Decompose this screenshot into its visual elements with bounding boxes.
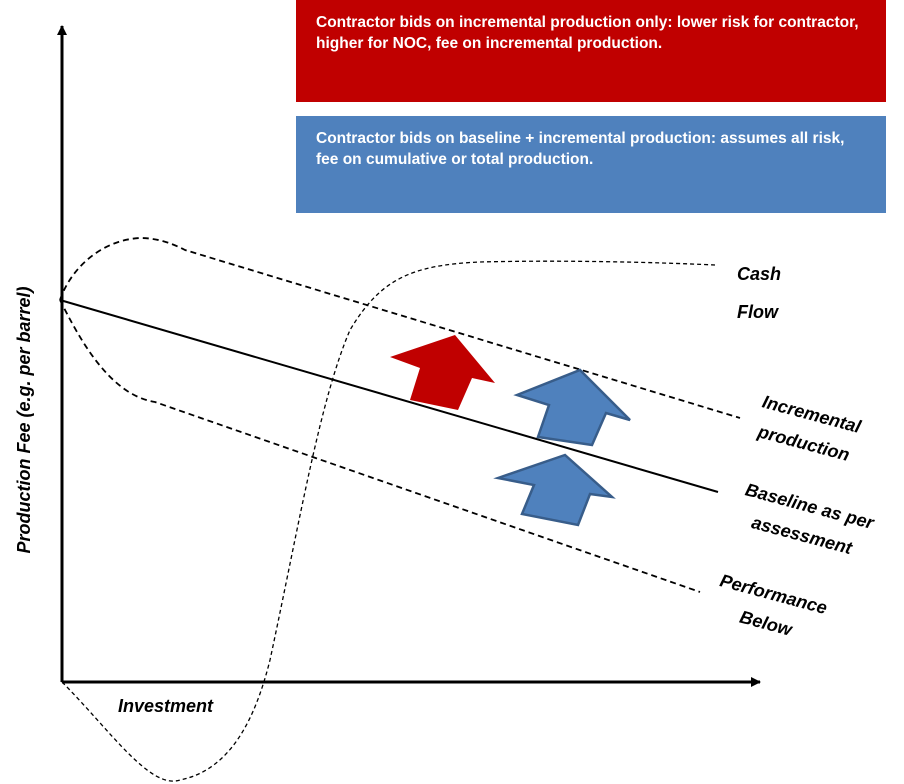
cash-flow-curve xyxy=(61,260,716,782)
blue-arrow xyxy=(493,453,616,527)
label-line: Below xyxy=(738,607,795,640)
red-box: Contractor bids on incremental productio… xyxy=(296,0,886,102)
blue-box: Contractor bids on baseline + incrementa… xyxy=(296,116,886,213)
incremental-line xyxy=(59,237,741,419)
y-axis-label: Production Fee (e.g. per barrel) xyxy=(14,286,34,553)
performance-line xyxy=(59,299,701,593)
x-axis-label: Investment xyxy=(118,696,214,716)
red-arrow xyxy=(390,335,495,410)
label: Cash Flow xyxy=(737,264,781,322)
label-line: Flow xyxy=(737,302,779,322)
label-line: Cash xyxy=(737,264,781,284)
baseline xyxy=(59,299,719,493)
blue-arrow xyxy=(513,368,631,447)
label-line: Performance xyxy=(718,570,829,618)
